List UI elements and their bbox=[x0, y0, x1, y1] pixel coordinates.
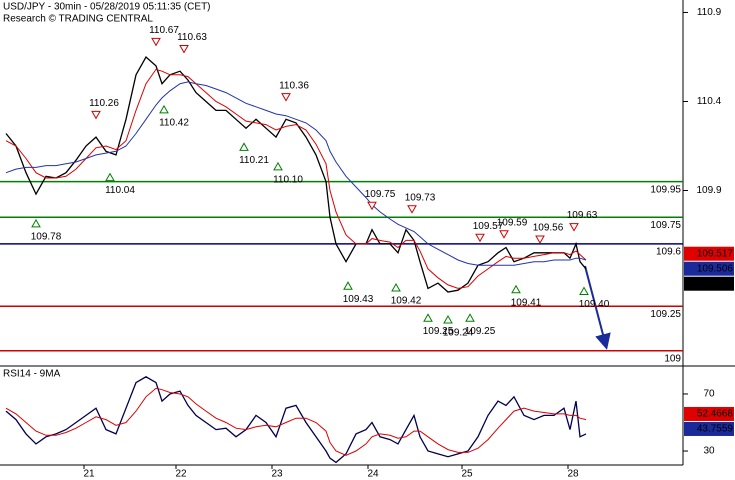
y-tick-label: 110.9 bbox=[697, 7, 722, 18]
low-label: 109.43 bbox=[343, 294, 374, 305]
level-label: 109 bbox=[664, 353, 681, 364]
high-marker bbox=[569, 223, 579, 232]
high-label: 109.56 bbox=[533, 223, 564, 234]
high-label: 109.75 bbox=[365, 189, 396, 200]
high-label: 110.63 bbox=[177, 32, 207, 43]
chart-title: USD/JPY - 30min - 05/28/2019 05:11:35 (C… bbox=[3, 2, 211, 13]
low-marker bbox=[511, 284, 521, 294]
level-label: 109.75 bbox=[650, 220, 681, 231]
low-marker bbox=[443, 315, 453, 324]
price-box-label: 109.464 bbox=[697, 278, 734, 289]
price-box bbox=[684, 421, 734, 436]
price-box-label: 43.7559 bbox=[697, 424, 734, 435]
low-label: 110.04 bbox=[105, 185, 135, 196]
low-label: 109.24 bbox=[443, 328, 474, 339]
y-tick-label: 30 bbox=[703, 446, 715, 457]
high-label: 110.26 bbox=[89, 98, 119, 109]
low-label: 110.42 bbox=[159, 118, 189, 129]
high-marker bbox=[179, 45, 189, 54]
low-marker bbox=[343, 281, 353, 290]
high-label: 110.67 bbox=[149, 25, 179, 36]
low-label: 109.40 bbox=[579, 299, 610, 310]
chart-subtitle: Research © TRADING CENTRAL bbox=[3, 14, 153, 25]
high-marker bbox=[535, 235, 545, 245]
x-tick-label: 24 bbox=[367, 469, 379, 480]
level-label: 109.95 bbox=[650, 184, 681, 195]
high-label: 109.59 bbox=[497, 217, 528, 228]
low-label: 110.10 bbox=[273, 175, 303, 186]
x-tick-label: 23 bbox=[271, 469, 283, 480]
high-marker bbox=[475, 233, 485, 243]
high-marker bbox=[281, 93, 291, 102]
low-label: 109.25 bbox=[465, 326, 496, 337]
series-line bbox=[5, 68, 587, 289]
level-label: 109.25 bbox=[650, 309, 681, 320]
low-label: 109.25 bbox=[423, 326, 454, 337]
x-tick-label: 22 bbox=[175, 469, 187, 480]
low-marker bbox=[159, 104, 169, 114]
price-box-label: 52.4668 bbox=[697, 409, 734, 420]
series-line bbox=[5, 81, 587, 266]
low-label: 109.42 bbox=[391, 296, 422, 307]
high-label: 109.57 bbox=[473, 221, 504, 232]
high-label: 110.36 bbox=[279, 80, 309, 91]
price-box bbox=[684, 246, 734, 261]
high-marker bbox=[367, 201, 377, 211]
x-tick-label: 25 bbox=[461, 469, 473, 480]
price-box bbox=[684, 276, 734, 291]
low-marker bbox=[391, 282, 401, 292]
low-marker bbox=[239, 142, 249, 151]
price-box bbox=[684, 406, 734, 421]
low-marker bbox=[105, 172, 115, 182]
low-label: 109.78 bbox=[31, 232, 62, 243]
low-marker bbox=[465, 313, 475, 322]
low-marker bbox=[423, 313, 433, 322]
y-tick-label: 110.4 bbox=[697, 96, 722, 107]
level-label: 109.6 bbox=[656, 247, 681, 258]
y-tick-label: 70 bbox=[703, 389, 715, 400]
high-label: 109.73 bbox=[405, 192, 436, 203]
low-marker bbox=[579, 286, 589, 296]
series-line bbox=[5, 387, 587, 456]
y-tick-label: 109.9 bbox=[696, 185, 721, 196]
high-marker bbox=[499, 230, 509, 239]
high-label: 109.63 bbox=[567, 210, 598, 221]
price-box-label: 109.517 bbox=[697, 248, 734, 259]
price-box-label: 109.506 bbox=[697, 263, 734, 274]
low-label: 110.21 bbox=[239, 155, 269, 166]
low-label: 109.41 bbox=[511, 297, 542, 308]
high-marker bbox=[407, 205, 417, 214]
series-line bbox=[5, 376, 587, 464]
series-line bbox=[5, 55, 587, 293]
x-tick-label: 28 bbox=[567, 469, 579, 480]
high-marker bbox=[91, 110, 101, 120]
low-marker bbox=[273, 161, 283, 171]
price-box bbox=[684, 261, 734, 276]
rsi-title: RSI14 - 9MA bbox=[3, 369, 61, 380]
low-marker bbox=[31, 218, 41, 228]
high-marker bbox=[151, 37, 161, 47]
x-tick-label: 21 bbox=[83, 469, 95, 480]
